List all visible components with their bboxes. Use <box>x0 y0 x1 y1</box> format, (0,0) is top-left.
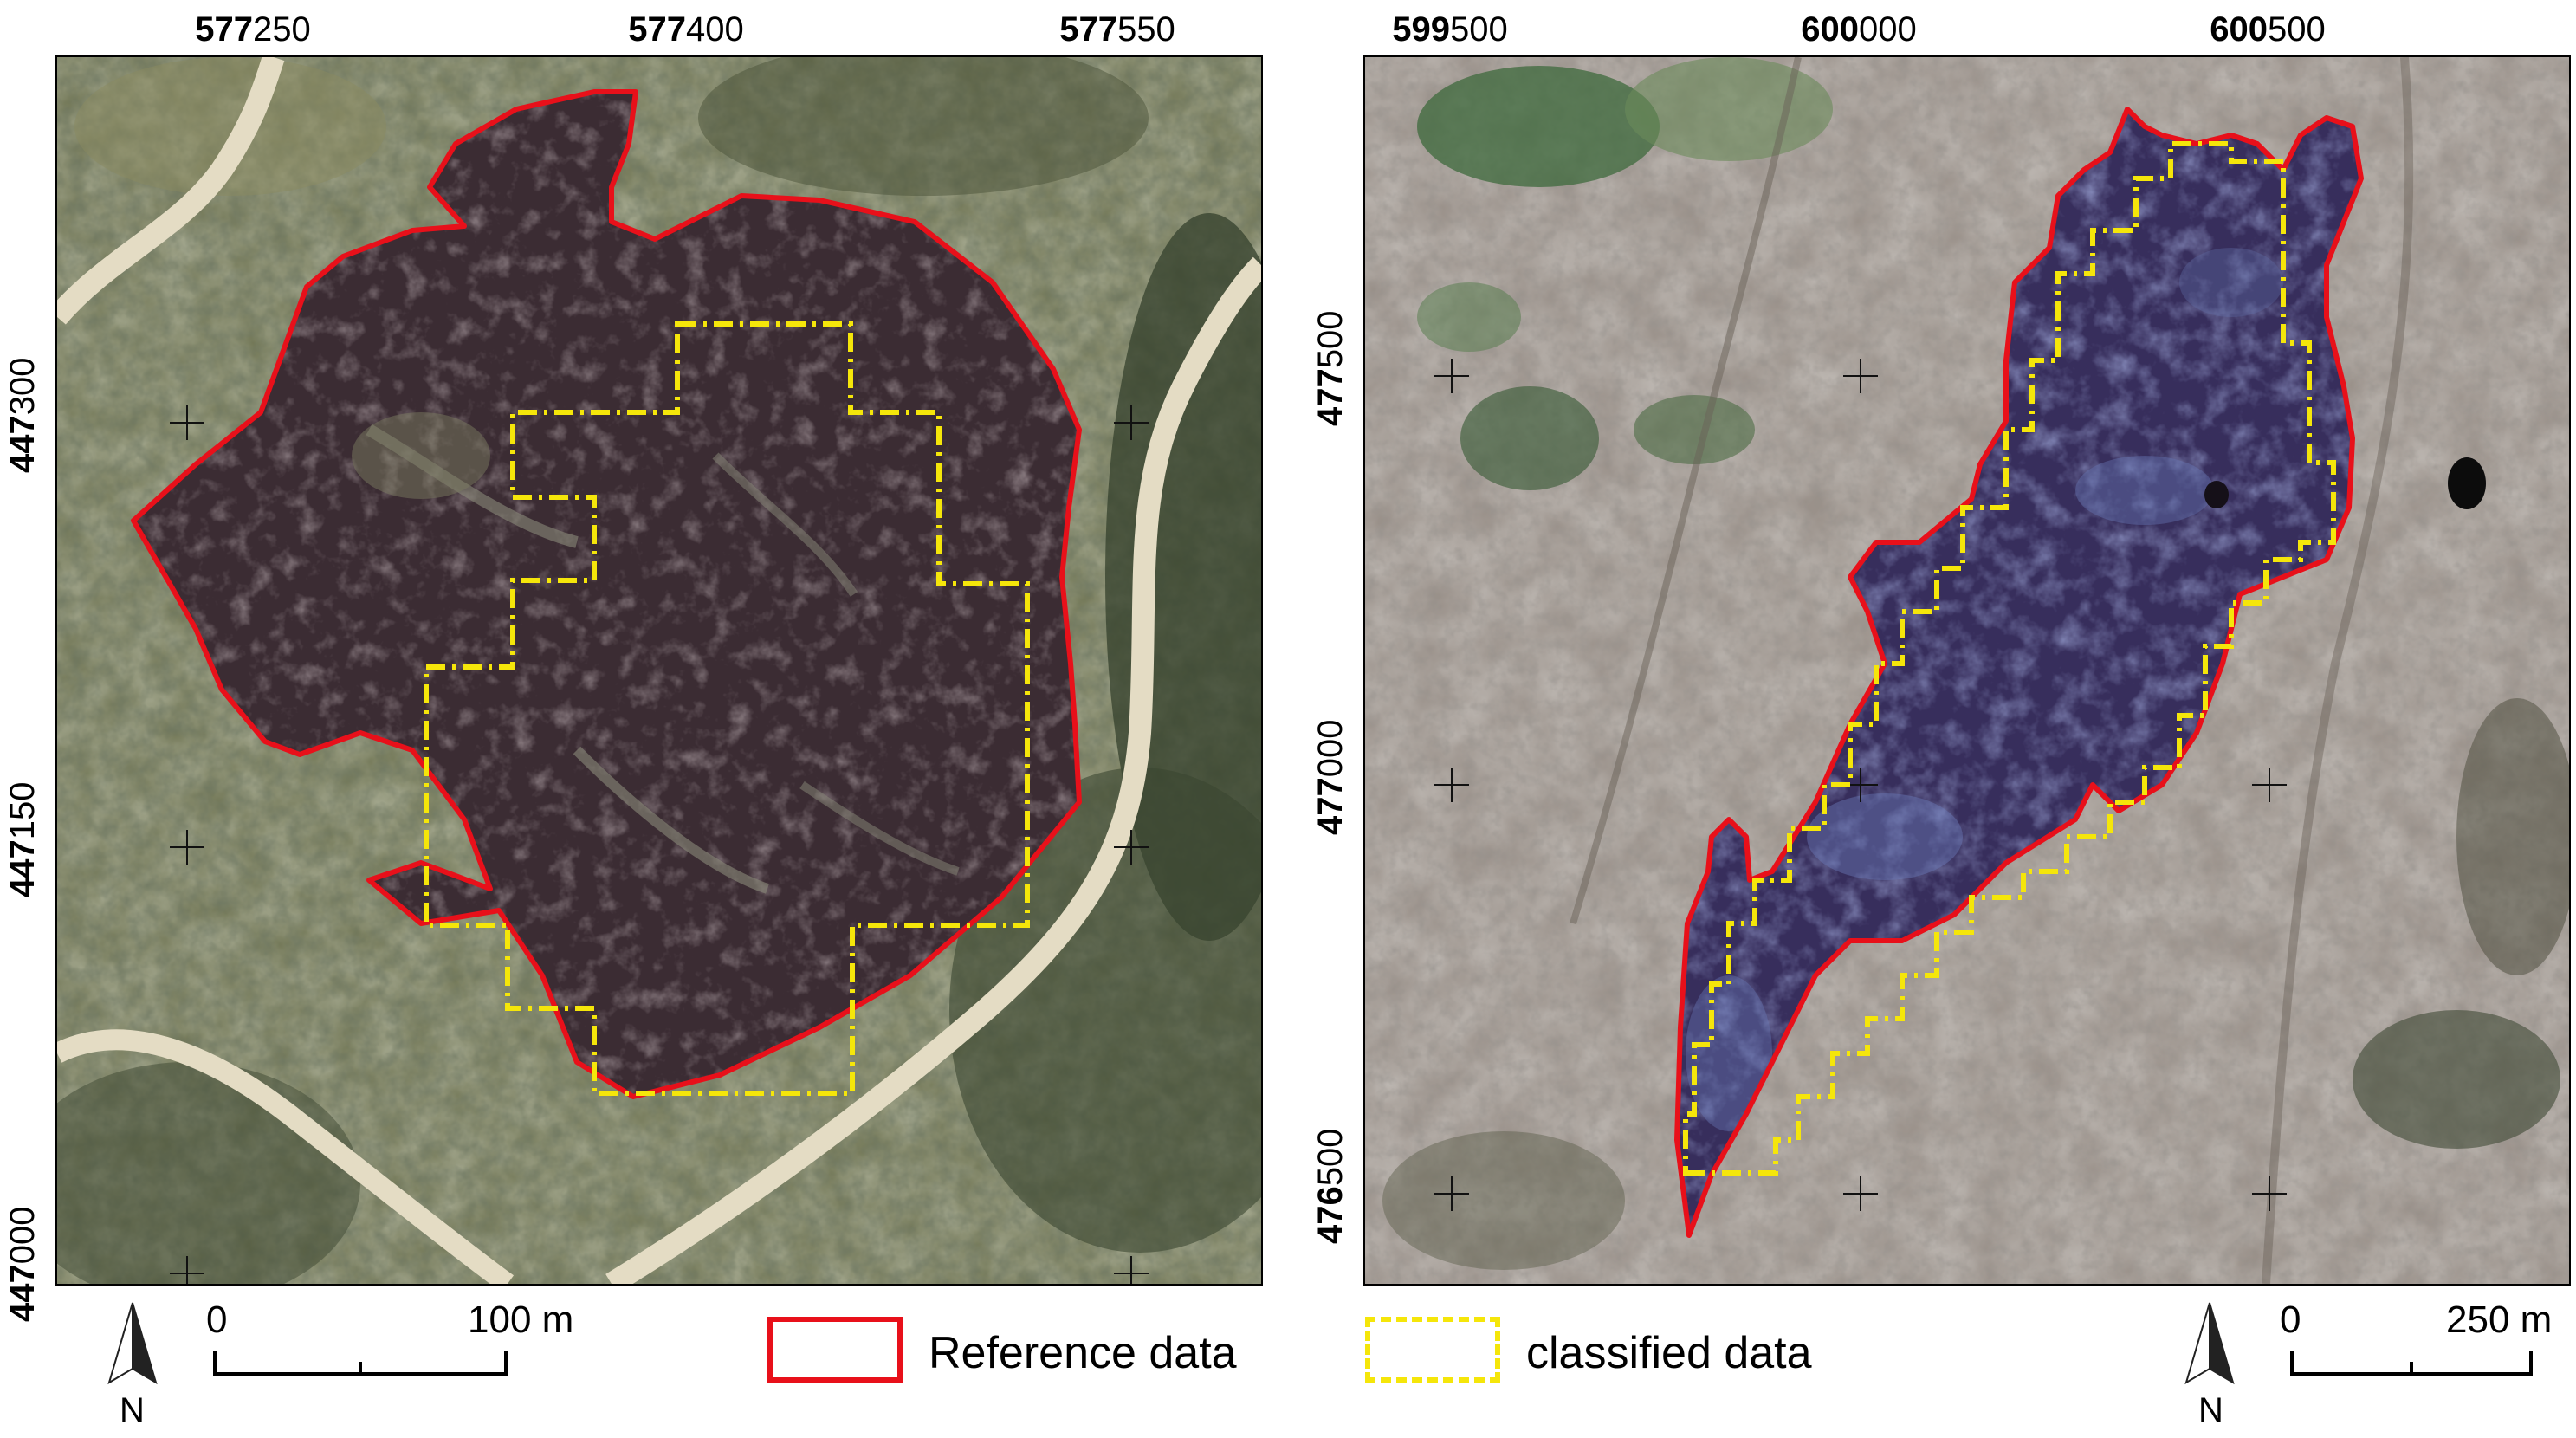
left-y-tick-1: 447300 <box>3 357 42 474</box>
right-classified-polygon <box>1683 141 2336 1176</box>
right-y-tick-1: 477500 <box>1311 310 1349 427</box>
left-x-tick-3: 577550 <box>1059 10 1175 49</box>
right-scale-start: 0 <box>2280 1299 2301 1341</box>
legend-reference-swatch <box>767 1317 903 1383</box>
left-scale-end: 100 m <box>468 1299 574 1341</box>
right-scale-end: 250 m <box>2446 1299 2553 1341</box>
right-north-arrow-icon <box>2184 1302 2235 1385</box>
left-y-tick-3: 447000 <box>3 1206 42 1323</box>
right-reference-polygon <box>1674 107 2364 1238</box>
right-north-label: N <box>2198 1391 2223 1429</box>
left-x-tick-1: 577250 <box>195 10 311 49</box>
left-north-label: N <box>120 1391 145 1429</box>
left-map-image <box>57 57 1261 1284</box>
left-map[interactable] <box>55 55 1263 1286</box>
left-map-grid-crosses <box>170 405 1149 1284</box>
left-y-tick-2: 447150 <box>3 781 42 898</box>
right-x-tick-3: 600500 <box>2210 10 2326 49</box>
right-map[interactable] <box>1363 55 2571 1286</box>
left-x-tick-2: 577400 <box>628 10 744 49</box>
right-scale-bar <box>2290 1351 2533 1376</box>
left-scale-start: 0 <box>206 1299 228 1341</box>
left-north-arrow-icon <box>107 1302 158 1385</box>
right-map-image <box>1365 57 2569 1284</box>
left-reference-polygon <box>131 89 1082 1099</box>
legend-classified-label: classified data <box>1526 1328 1812 1378</box>
left-classified-polygon <box>424 321 1030 1096</box>
right-y-tick-2: 477000 <box>1311 719 1349 836</box>
right-map-grid-crosses <box>1434 359 2287 1211</box>
left-scale-bar <box>213 1351 508 1376</box>
legend-reference-label: Reference data <box>929 1328 1237 1378</box>
right-y-tick-3: 476500 <box>1311 1128 1349 1245</box>
legend-classified-swatch <box>1365 1317 1500 1383</box>
right-x-tick-1: 599500 <box>1392 10 1508 49</box>
right-x-tick-2: 600000 <box>1801 10 1917 49</box>
